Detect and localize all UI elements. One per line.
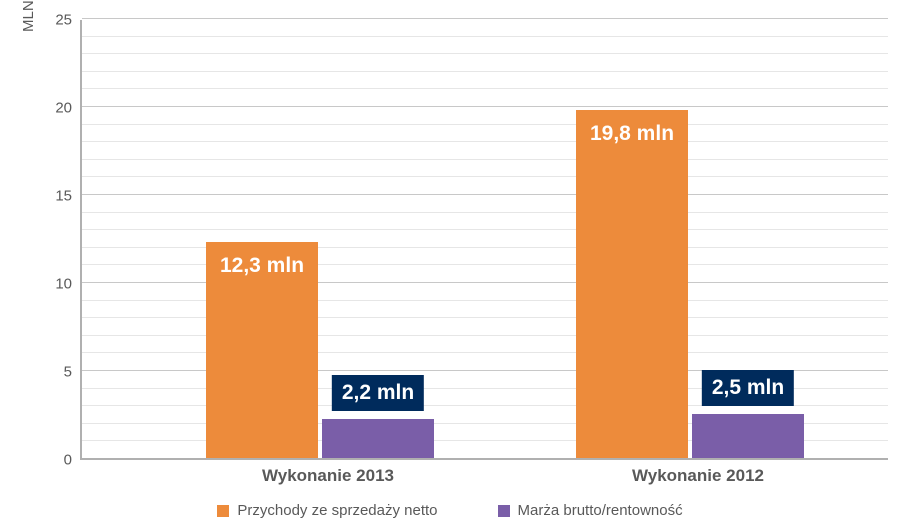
minor-gridline xyxy=(82,159,888,160)
minor-gridline xyxy=(82,141,888,142)
minor-gridline xyxy=(82,36,888,37)
minor-gridline xyxy=(82,264,888,265)
minor-gridline xyxy=(82,212,888,213)
minor-gridline xyxy=(82,229,888,230)
minor-gridline xyxy=(82,247,888,248)
minor-gridline xyxy=(82,88,888,89)
bar: 2,5 mln xyxy=(692,414,804,458)
legend-swatch xyxy=(217,505,229,517)
minor-gridline xyxy=(82,176,888,177)
x-category-label: Wykonanie 2013 xyxy=(208,466,448,486)
y-tick-label: 5 xyxy=(22,364,72,381)
bar-value-label: 12,3 mln xyxy=(220,254,304,278)
legend-label: Przychody ze sprzedaży netto xyxy=(237,502,437,519)
y-tick-label: 15 xyxy=(22,188,72,205)
y-tick-label: 0 xyxy=(22,452,72,469)
legend-swatch xyxy=(498,505,510,517)
minor-gridline xyxy=(82,53,888,54)
major-gridline xyxy=(82,106,888,107)
bar-value-label: 2,2 mln xyxy=(332,375,424,411)
major-gridline xyxy=(82,18,888,19)
y-tick-label: 10 xyxy=(22,276,72,293)
plot-area: 12,3 mln 19,8 mln 2,2 mln 2,5 mln xyxy=(80,20,888,460)
legend-item: Przychody ze sprzedaży netto xyxy=(217,502,437,519)
legend-item: Marża brutto/rentowność xyxy=(498,502,683,519)
minor-gridline xyxy=(82,124,888,125)
major-gridline xyxy=(82,194,888,195)
y-tick-label: 20 xyxy=(22,100,72,117)
bar: 2,2 mln xyxy=(322,419,434,458)
x-category-label: Wykonanie 2012 xyxy=(578,466,818,486)
legend: Przychody ze sprzedaży netto Marża brutto… xyxy=(0,502,900,519)
minor-gridline xyxy=(82,335,888,336)
major-gridline xyxy=(82,282,888,283)
y-tick-label: 25 xyxy=(22,12,72,29)
bar: 19,8 mln xyxy=(576,110,688,458)
minor-gridline xyxy=(82,352,888,353)
bar-value-label: 19,8 mln xyxy=(590,122,674,146)
legend-label: Marża brutto/rentowność xyxy=(518,502,683,519)
minor-gridline xyxy=(82,300,888,301)
bar-value-label: 2,5 mln xyxy=(702,370,794,406)
minor-gridline xyxy=(82,317,888,318)
minor-gridline xyxy=(82,71,888,72)
bar: 12,3 mln xyxy=(206,242,318,458)
bar-chart: MLN 12,3 mln19,8 mln2,2 mln2,5 mln 05101… xyxy=(0,0,900,525)
